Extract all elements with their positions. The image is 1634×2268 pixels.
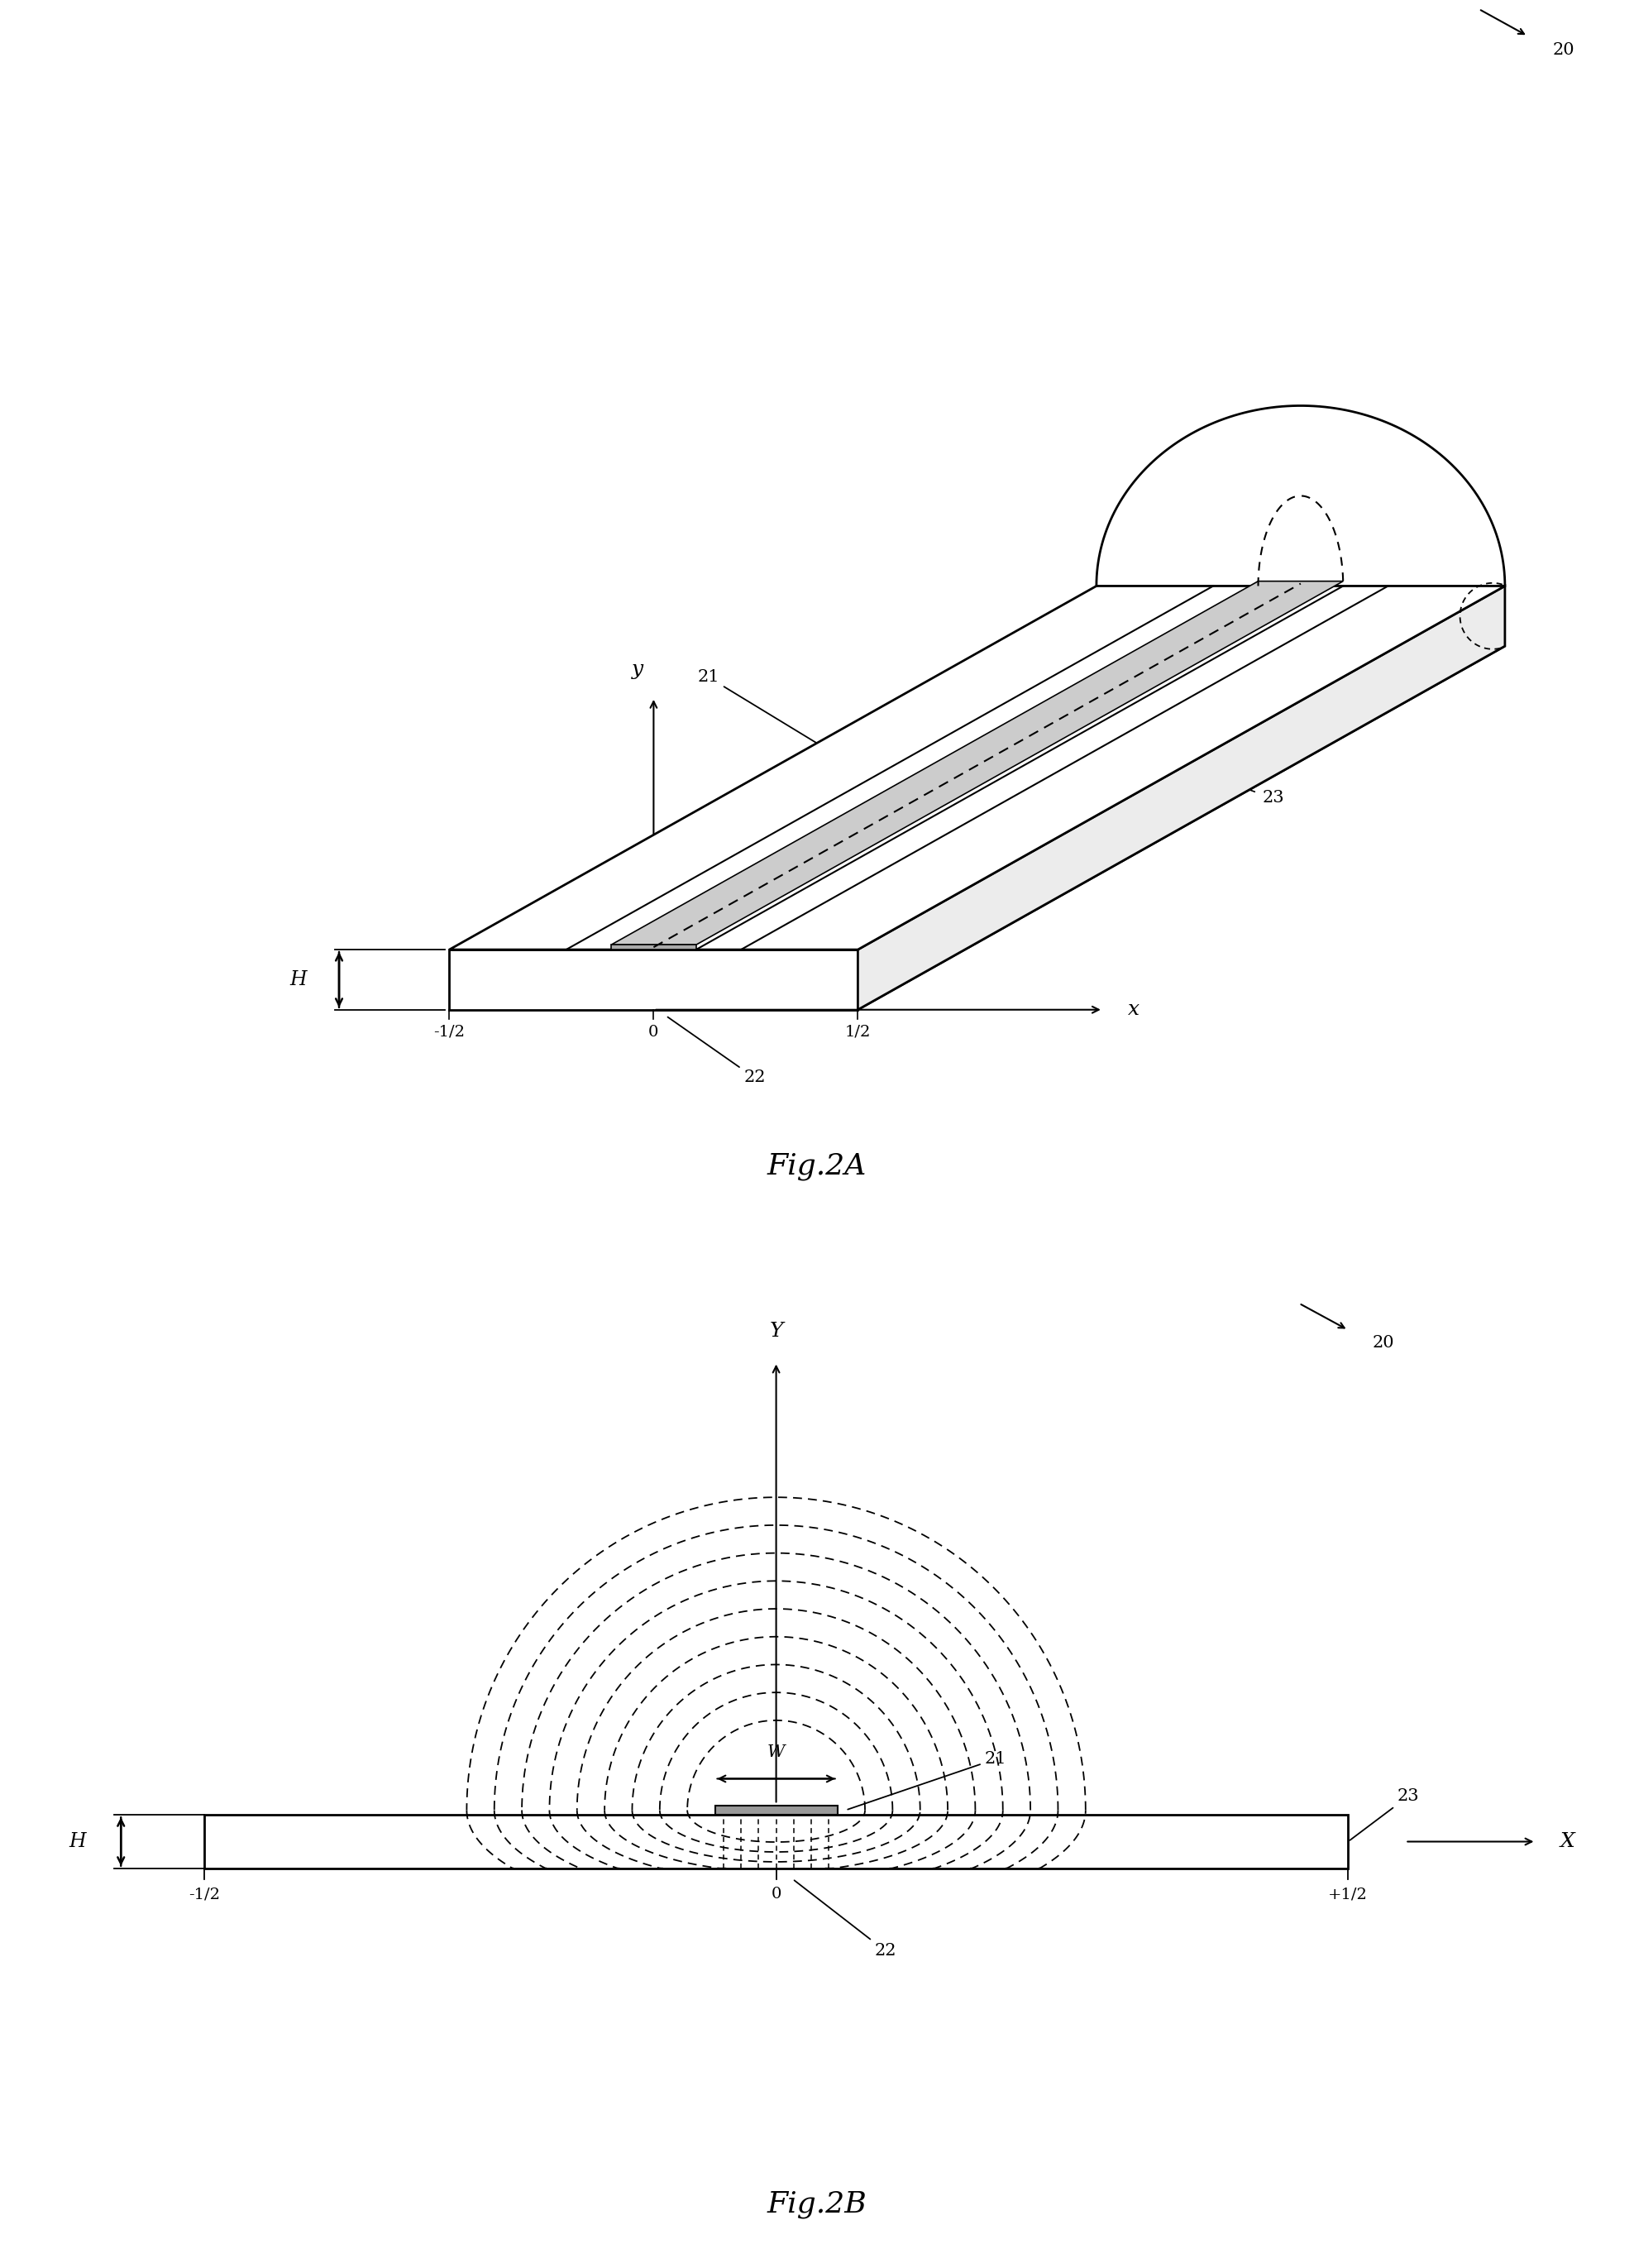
Text: 1/2: 1/2	[845, 1025, 871, 1039]
Text: 21: 21	[848, 1751, 1007, 1810]
Polygon shape	[449, 646, 1505, 1009]
Polygon shape	[611, 581, 1343, 946]
Text: 20: 20	[1552, 43, 1574, 57]
Bar	[714, 1805, 837, 1814]
Text: 20: 20	[1373, 1336, 1394, 1352]
Text: X: X	[1560, 1833, 1575, 1851]
Text: 0: 0	[649, 1025, 659, 1039]
Text: Fig.2B: Fig.2B	[766, 2191, 868, 2218]
Text: W: W	[673, 873, 691, 889]
Text: -1/2: -1/2	[433, 1025, 466, 1039]
Text: -1/2: -1/2	[188, 1887, 221, 1903]
Text: 21: 21	[698, 669, 897, 792]
Text: 23: 23	[1263, 789, 1284, 805]
Text: 23: 23	[1350, 1789, 1418, 1839]
Text: Fig.2A: Fig.2A	[768, 1152, 866, 1179]
Text: y: y	[631, 660, 644, 678]
Text: Y: Y	[770, 1322, 783, 1340]
Text: W: W	[768, 1744, 784, 1760]
Polygon shape	[858, 585, 1505, 1009]
Text: x: x	[1127, 1000, 1139, 1018]
Polygon shape	[611, 946, 696, 950]
Text: 22: 22	[794, 1880, 895, 1960]
Text: H: H	[289, 971, 307, 989]
Text: 22: 22	[668, 1016, 765, 1086]
Polygon shape	[449, 950, 858, 1009]
Text: H: H	[69, 1833, 87, 1851]
Polygon shape	[449, 585, 1505, 950]
Text: +1/2: +1/2	[1328, 1887, 1368, 1903]
Bar	[204, 1814, 1348, 1869]
Text: 0: 0	[771, 1887, 781, 1903]
